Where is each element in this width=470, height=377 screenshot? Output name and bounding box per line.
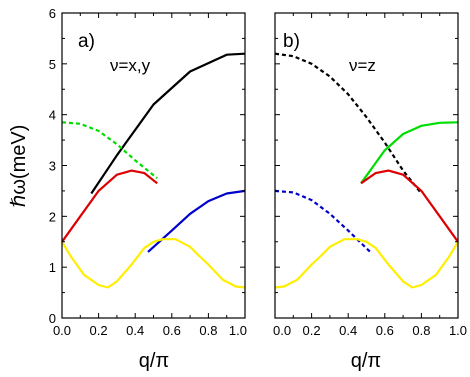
y-tick-label-0: 0 xyxy=(49,311,56,326)
y-tick-label-5: 5 xyxy=(49,57,56,72)
x-tick-label-b-0: 0.0 xyxy=(273,323,291,338)
x-tick-label-a-5: 1.0 xyxy=(229,323,247,338)
panel-a: 0.0 0.2 0.4 0.6 0.8 1.0 0 1 2 3 4 5 6 a) ν=x,y q/π ℏ… xyxy=(8,6,247,372)
series-line-a-0 xyxy=(90,52,246,195)
y-tick-label-2: 2 xyxy=(49,209,56,224)
panel-label-a: a) xyxy=(78,31,95,52)
x-tick-label-b-2: 0.4 xyxy=(339,323,357,338)
y-tick-label-1: 1 xyxy=(49,260,56,275)
series-line-a-1 xyxy=(61,121,158,180)
x-tick-label-a-3: 0.6 xyxy=(163,323,181,338)
axis-ticks-a: 0.0 0.2 0.4 0.6 0.8 1.0 0 1 2 3 4 5 6 xyxy=(49,6,247,338)
annotation-a: ν=x,y xyxy=(110,56,151,75)
plot-area-b xyxy=(274,52,459,289)
panel-label-b: b) xyxy=(283,31,300,52)
y-tick-label-6: 6 xyxy=(49,6,56,21)
axis-ticks-b: 0.0 0.2 0.4 0.6 0.8 1.0 xyxy=(273,12,467,338)
series-line-b-3 xyxy=(274,189,371,253)
series-line-a-3 xyxy=(147,189,246,253)
x-axis-title-b: q/π xyxy=(351,350,381,372)
y-axis-title: ℏω(meV) xyxy=(8,125,30,208)
series-line-b-1 xyxy=(360,121,459,184)
series-line-b-2 xyxy=(360,169,459,243)
series-line-b-0 xyxy=(274,52,423,195)
y-tick-label-3: 3 xyxy=(49,159,56,174)
series-line-b-4 xyxy=(274,238,459,289)
plot-area-a xyxy=(61,52,246,289)
x-tick-label-a-1: 0.2 xyxy=(90,323,108,338)
x-axis-title-a: q/π xyxy=(139,350,169,372)
x-tick-label-a-4: 0.8 xyxy=(199,323,217,338)
x-tick-label-a-0: 0.0 xyxy=(53,323,71,338)
panel-b: 0.0 0.2 0.4 0.6 0.8 1.0 b) ν=z q/π xyxy=(273,12,467,372)
y-tick-label-4: 4 xyxy=(49,108,56,123)
x-tick-label-b-4: 0.8 xyxy=(412,323,430,338)
x-tick-label-a-2: 0.4 xyxy=(126,323,144,338)
x-tick-label-b-1: 0.2 xyxy=(303,323,321,338)
series-line-a-2 xyxy=(61,169,158,243)
x-tick-label-b-3: 0.6 xyxy=(376,323,394,338)
annotation-b: ν=z xyxy=(349,56,376,75)
x-tick-label-b-5: 1.0 xyxy=(449,323,467,338)
series-line-a-4 xyxy=(61,238,246,289)
